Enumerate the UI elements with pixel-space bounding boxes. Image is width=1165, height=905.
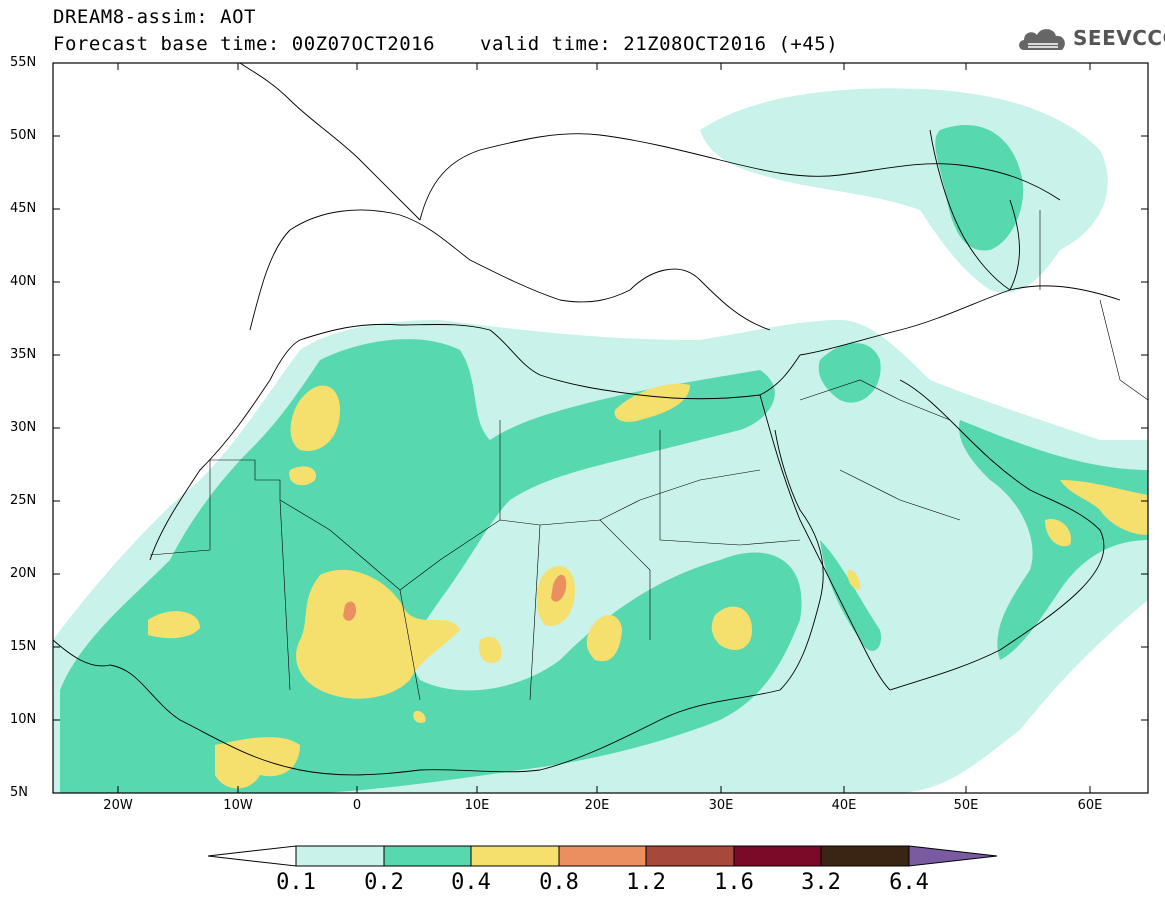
aot-band-0-4 [614,383,690,422]
coastlines [53,63,1121,776]
valid-time: valid time: 21Z08OCT2016 (+45) [480,33,839,55]
aot-band-0-8 [343,601,357,621]
lon-label: 0 [352,798,362,813]
aot-band-0-4 [586,615,622,662]
colorbar-segment [383,845,472,867]
aot-band-0-4 [1060,480,1148,535]
colorbar-label: 6.4 [889,870,929,895]
aot-band-0-4 [413,710,426,723]
axis-ticks [53,62,1148,793]
lon-label: 50E [953,798,979,813]
aot-band-0-4 [711,606,752,650]
colorbar-label: 0.8 [539,870,579,895]
aot-band-0-2 [818,343,881,403]
lon-label: 30E [708,798,734,813]
lon-label: 60E [1077,798,1103,813]
colorbar-label: 0.1 [276,870,316,895]
aot-band-0-4 [847,569,861,590]
colorbar-label: 1.2 [626,870,666,895]
lat-label: 5N [10,785,28,800]
lon-label: 20W [103,798,133,813]
aot-band-0-4 [1045,519,1071,547]
lat-label: 20N [10,566,37,581]
colorbar [207,845,998,867]
aot-band-0-2 [935,124,1024,251]
aot-band-0-8 [551,574,567,602]
colorbar-label: 3.2 [801,870,841,895]
aot-band-0-4 [215,737,300,789]
lat-label: 30N [10,420,37,435]
lat-label: 50N [10,128,37,143]
colorbar-segment [733,845,822,867]
colorbar-segment [558,845,647,867]
colorbar-label: 1.6 [714,870,754,895]
map-title: DREAM8-assim: AOT [53,6,256,28]
colorbar-segment [295,845,385,867]
colorbar-segment [908,845,998,867]
aot-band-0-4 [148,611,200,639]
aot-band-0-2 [60,339,802,793]
seevccc-logo: SEEVCCC [1016,22,1165,56]
lat-label: 35N [10,347,37,362]
aot-band-0-4 [296,569,460,699]
aot-band-0-1 [700,88,1108,293]
lon-label: 20E [584,798,610,813]
lon-label: 10E [464,798,490,813]
forecast-base-time: Forecast base time: 00Z07OCT2016 [53,33,436,55]
colorbar-label: 0.4 [451,870,491,895]
colorbar-segment [470,845,560,867]
lon-label: 40E [831,798,857,813]
lat-label: 55N [10,55,37,70]
lat-label: 10N [10,712,37,727]
aot-band-0-4 [289,466,316,486]
aot-band-0-4 [290,385,340,451]
lat-label: 25N [10,493,37,508]
aot-band-0-4 [479,636,502,664]
logo-text: SEEVCCC [1073,26,1165,50]
colorbar-label: 0.2 [364,870,404,895]
lat-label: 45N [10,201,37,216]
country-borders [149,210,1148,701]
cloud-logo-icon [1019,29,1065,50]
lon-label: 10W [223,798,253,813]
aot-field [53,88,1148,793]
aot-band-0-2 [820,540,881,651]
lat-label: 40N [10,274,37,289]
lat-label: 15N [10,639,37,654]
colorbar-segment [207,845,297,867]
colorbar-segment [645,845,735,867]
colorbar-segment [820,845,910,867]
